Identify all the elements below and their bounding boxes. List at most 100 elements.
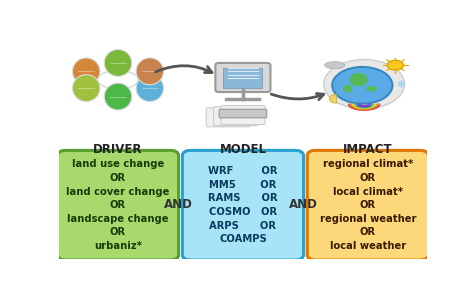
FancyBboxPatch shape <box>316 224 419 227</box>
FancyBboxPatch shape <box>191 213 294 215</box>
FancyBboxPatch shape <box>66 203 170 205</box>
FancyBboxPatch shape <box>66 210 170 212</box>
Ellipse shape <box>349 73 368 86</box>
FancyBboxPatch shape <box>66 167 170 169</box>
FancyBboxPatch shape <box>66 172 170 174</box>
FancyBboxPatch shape <box>316 198 419 200</box>
FancyBboxPatch shape <box>191 251 294 253</box>
FancyBboxPatch shape <box>191 252 294 255</box>
FancyBboxPatch shape <box>191 223 294 225</box>
Ellipse shape <box>134 56 166 86</box>
FancyBboxPatch shape <box>66 165 170 167</box>
FancyBboxPatch shape <box>191 191 294 194</box>
FancyBboxPatch shape <box>221 106 265 125</box>
Circle shape <box>387 60 403 70</box>
FancyBboxPatch shape <box>316 188 419 190</box>
FancyBboxPatch shape <box>57 150 179 260</box>
FancyBboxPatch shape <box>191 164 294 166</box>
FancyBboxPatch shape <box>206 108 250 127</box>
Ellipse shape <box>343 85 352 93</box>
FancyBboxPatch shape <box>316 244 419 246</box>
FancyBboxPatch shape <box>316 193 419 195</box>
FancyBboxPatch shape <box>191 196 294 199</box>
FancyBboxPatch shape <box>316 160 419 162</box>
FancyBboxPatch shape <box>191 167 294 169</box>
FancyBboxPatch shape <box>191 160 294 162</box>
Ellipse shape <box>73 75 100 102</box>
FancyBboxPatch shape <box>191 249 294 251</box>
FancyBboxPatch shape <box>316 155 419 157</box>
FancyBboxPatch shape <box>66 234 170 236</box>
FancyBboxPatch shape <box>66 208 170 210</box>
FancyBboxPatch shape <box>316 241 419 243</box>
FancyBboxPatch shape <box>213 107 258 126</box>
FancyBboxPatch shape <box>66 198 170 200</box>
Ellipse shape <box>136 75 164 102</box>
FancyBboxPatch shape <box>66 223 170 225</box>
FancyBboxPatch shape <box>191 182 294 184</box>
Circle shape <box>332 67 392 104</box>
FancyBboxPatch shape <box>316 251 419 253</box>
FancyBboxPatch shape <box>316 175 419 177</box>
Text: regional climat*
OR
local climat*
OR
regional weather
OR
local weather: regional climat* OR local climat* OR reg… <box>319 159 416 251</box>
FancyBboxPatch shape <box>66 221 170 223</box>
FancyBboxPatch shape <box>66 182 170 184</box>
FancyBboxPatch shape <box>191 228 294 230</box>
FancyBboxPatch shape <box>316 183 419 185</box>
FancyBboxPatch shape <box>191 168 294 171</box>
FancyBboxPatch shape <box>191 236 294 238</box>
FancyBboxPatch shape <box>316 219 419 222</box>
FancyBboxPatch shape <box>66 228 170 230</box>
Circle shape <box>324 60 405 109</box>
FancyBboxPatch shape <box>316 247 419 250</box>
FancyBboxPatch shape <box>191 162 294 164</box>
FancyBboxPatch shape <box>191 172 294 174</box>
FancyBboxPatch shape <box>66 252 170 255</box>
FancyBboxPatch shape <box>316 229 419 232</box>
FancyBboxPatch shape <box>191 226 294 228</box>
FancyBboxPatch shape <box>66 229 170 232</box>
FancyBboxPatch shape <box>66 218 170 220</box>
FancyBboxPatch shape <box>191 239 294 241</box>
FancyBboxPatch shape <box>66 191 170 194</box>
FancyBboxPatch shape <box>191 206 294 208</box>
FancyBboxPatch shape <box>66 205 170 207</box>
FancyBboxPatch shape <box>191 229 294 232</box>
FancyBboxPatch shape <box>316 205 419 207</box>
Text: DRIVER: DRIVER <box>93 143 143 156</box>
FancyBboxPatch shape <box>191 201 294 204</box>
FancyBboxPatch shape <box>316 249 419 251</box>
FancyBboxPatch shape <box>316 180 419 182</box>
FancyBboxPatch shape <box>191 185 294 187</box>
FancyBboxPatch shape <box>223 68 263 88</box>
FancyBboxPatch shape <box>66 196 170 199</box>
FancyBboxPatch shape <box>191 187 294 189</box>
FancyBboxPatch shape <box>66 177 170 179</box>
FancyBboxPatch shape <box>66 213 170 215</box>
FancyBboxPatch shape <box>66 155 170 157</box>
FancyBboxPatch shape <box>191 210 294 212</box>
FancyBboxPatch shape <box>191 180 294 182</box>
FancyBboxPatch shape <box>66 170 170 172</box>
FancyBboxPatch shape <box>66 193 170 195</box>
FancyBboxPatch shape <box>307 150 428 260</box>
FancyBboxPatch shape <box>316 211 419 213</box>
FancyBboxPatch shape <box>316 203 419 205</box>
FancyBboxPatch shape <box>219 109 267 118</box>
FancyBboxPatch shape <box>66 231 170 233</box>
FancyBboxPatch shape <box>316 177 419 179</box>
FancyBboxPatch shape <box>66 160 170 162</box>
FancyBboxPatch shape <box>66 173 170 176</box>
FancyBboxPatch shape <box>316 216 419 218</box>
FancyBboxPatch shape <box>191 157 294 159</box>
FancyBboxPatch shape <box>191 173 294 176</box>
FancyBboxPatch shape <box>191 205 294 207</box>
FancyBboxPatch shape <box>66 159 170 161</box>
FancyBboxPatch shape <box>191 190 294 192</box>
FancyBboxPatch shape <box>191 208 294 210</box>
FancyBboxPatch shape <box>66 187 170 189</box>
FancyBboxPatch shape <box>66 249 170 251</box>
FancyBboxPatch shape <box>316 201 419 204</box>
FancyBboxPatch shape <box>316 223 419 225</box>
Ellipse shape <box>134 73 166 103</box>
